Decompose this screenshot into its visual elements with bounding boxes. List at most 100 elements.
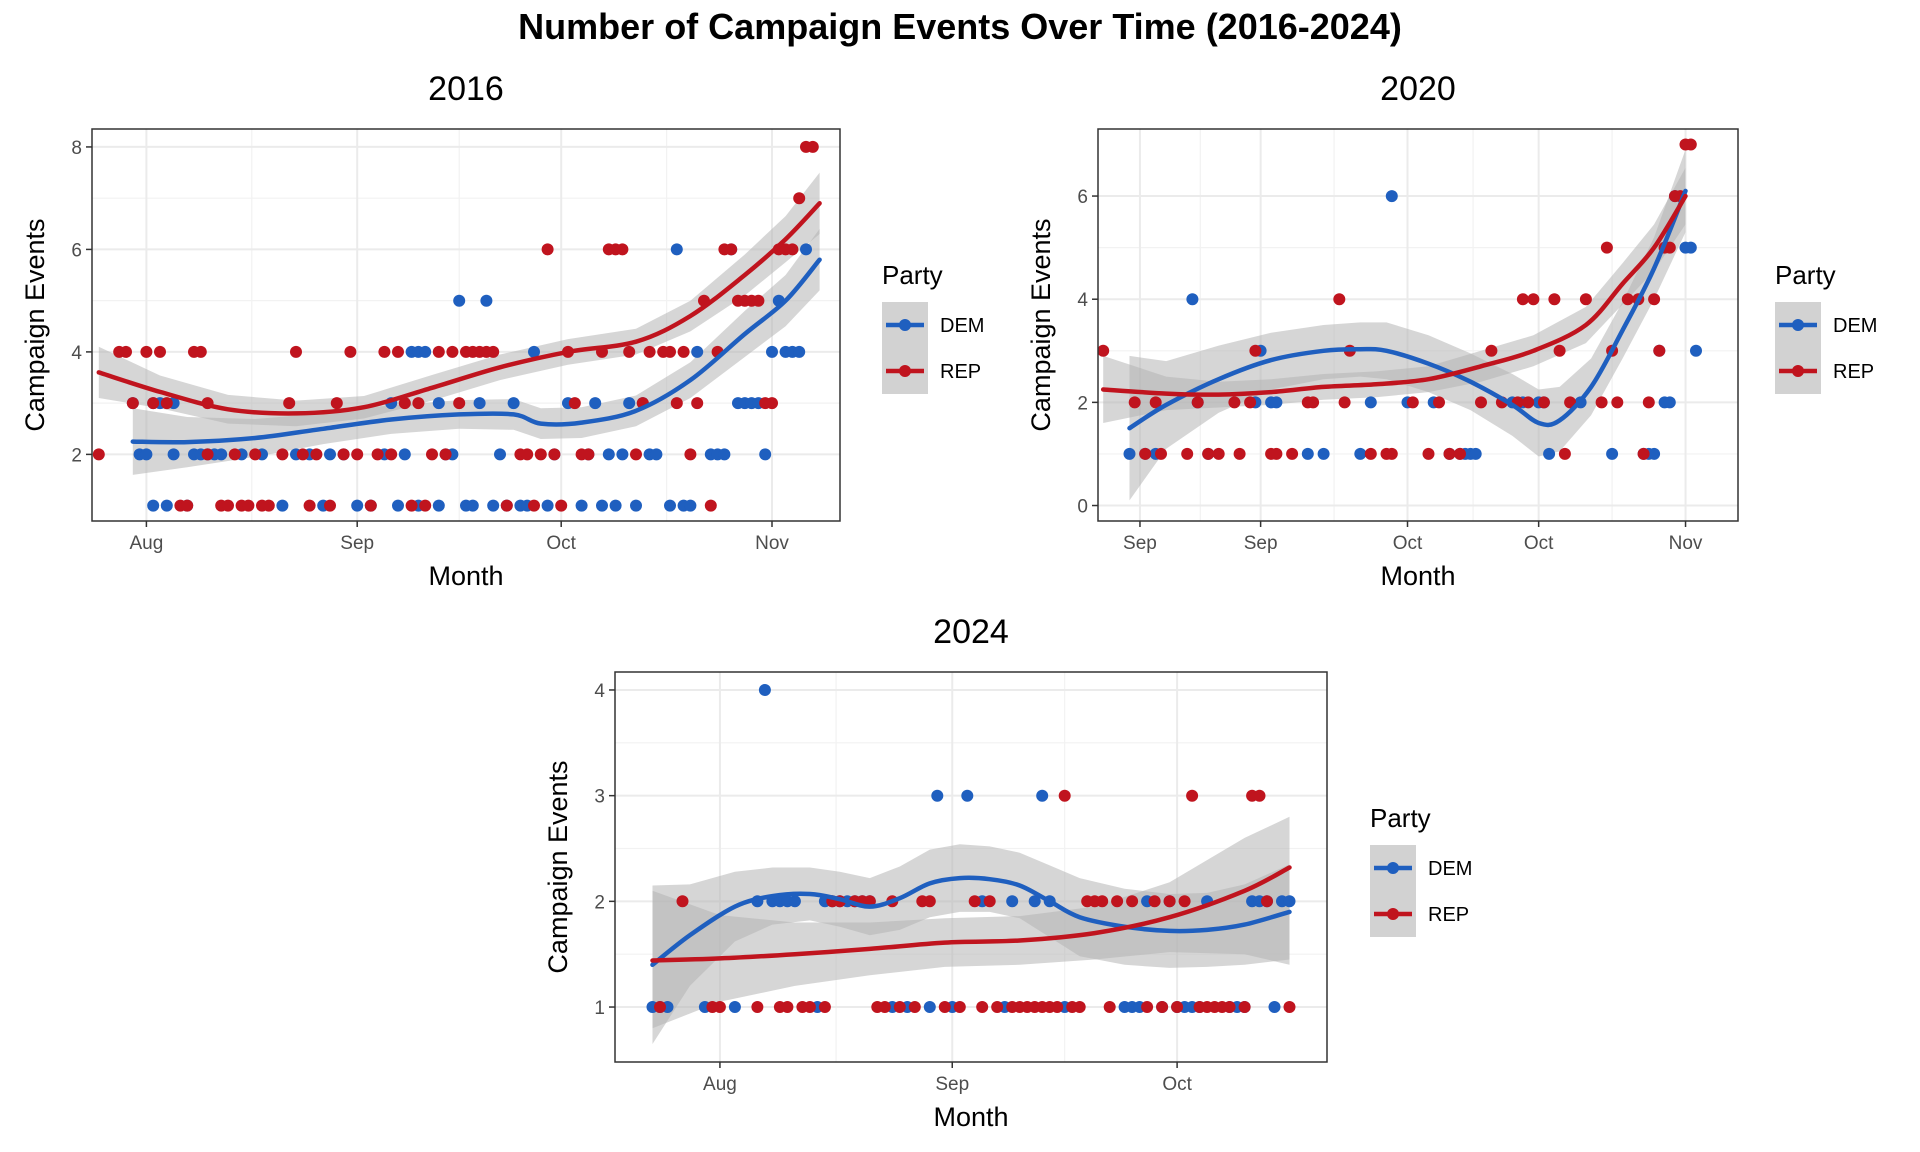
point-REP xyxy=(1233,447,1246,460)
point-REP xyxy=(528,499,540,512)
point-DEM xyxy=(1268,1001,1281,1013)
point-REP xyxy=(351,448,364,461)
point-REP xyxy=(276,448,289,461)
point-REP xyxy=(500,499,513,512)
point-DEM xyxy=(466,499,479,512)
y-tick-label: 0 xyxy=(1077,497,1088,518)
point-REP xyxy=(1228,396,1241,409)
point-REP xyxy=(781,1001,794,1013)
point-REP xyxy=(1103,1001,1116,1013)
point-REP xyxy=(1244,396,1257,409)
point-DEM xyxy=(623,397,636,410)
x-axis-title: Month xyxy=(933,1102,1008,1132)
point-REP xyxy=(140,345,153,358)
legend-label-REP: REP xyxy=(1833,361,1874,383)
point-REP xyxy=(1139,447,1152,460)
point-DEM xyxy=(140,448,153,461)
point-REP xyxy=(1433,396,1445,409)
point-REP xyxy=(630,448,642,461)
point-DEM xyxy=(1186,293,1199,306)
x-tick-label: Sep xyxy=(1244,533,1278,554)
point-DEM xyxy=(1663,396,1676,409)
point-REP xyxy=(582,448,595,461)
point-REP xyxy=(1385,447,1398,460)
confidence-band-DEM xyxy=(132,228,820,475)
point-DEM xyxy=(487,499,500,512)
smooth-line-DEM xyxy=(130,257,822,445)
y-tick-label: 3 xyxy=(594,787,605,808)
point-REP xyxy=(1548,293,1561,306)
point-DEM xyxy=(758,684,771,696)
x-tick-label: Sep xyxy=(935,1074,969,1095)
plot-area xyxy=(646,684,1296,1044)
x-tick-label: Aug xyxy=(703,1074,737,1095)
panel-border xyxy=(614,671,1328,1063)
point-REP xyxy=(1223,1001,1236,1013)
point-REP xyxy=(419,499,432,512)
point-REP xyxy=(439,448,452,461)
x-tick-label: Nov xyxy=(755,533,789,554)
point-DEM xyxy=(147,499,160,512)
point-REP xyxy=(1684,138,1697,151)
point-REP xyxy=(616,243,629,256)
smooth-line-DEM xyxy=(1127,188,1688,431)
point-DEM xyxy=(664,499,676,512)
point-REP xyxy=(242,499,255,512)
point-REP xyxy=(1364,447,1377,460)
point-DEM xyxy=(616,448,629,461)
point-REP xyxy=(1516,293,1529,306)
point-DEM xyxy=(1364,396,1377,409)
point-DEM xyxy=(759,448,772,461)
point-DEM xyxy=(691,345,704,358)
point-REP xyxy=(803,1001,816,1013)
point-REP xyxy=(938,1001,951,1013)
point-REP xyxy=(1663,241,1676,254)
point-REP xyxy=(194,345,207,358)
point-REP xyxy=(983,895,996,908)
point-REP xyxy=(725,243,738,256)
point-REP xyxy=(1126,895,1139,908)
point-REP xyxy=(426,448,438,461)
x-tick-label: Sep xyxy=(340,533,374,554)
point-DEM xyxy=(1270,396,1283,409)
panel-2016: 2 4 6 8 Aug Sep Oct Nov Month Campaign Events 2016… xyxy=(20,70,984,591)
point-REP xyxy=(991,1001,1004,1013)
y-tick-label: 6 xyxy=(71,240,82,261)
point-REP xyxy=(751,1001,764,1013)
point-REP xyxy=(893,1001,906,1013)
x-tick-label: Oct xyxy=(1524,533,1554,554)
point-REP xyxy=(1642,396,1655,409)
point-REP xyxy=(521,448,534,461)
point-REP xyxy=(412,397,425,410)
point-DEM xyxy=(1123,447,1136,460)
point-DEM xyxy=(528,345,540,358)
legend: Party DEM REP xyxy=(1370,803,1472,937)
panel-border xyxy=(91,128,841,522)
point-REP xyxy=(201,448,214,461)
point-DEM xyxy=(684,499,697,512)
point-REP xyxy=(664,345,676,358)
point-REP xyxy=(1579,293,1592,306)
point-DEM xyxy=(1684,241,1697,254)
point-REP xyxy=(1148,895,1161,908)
point-REP xyxy=(120,345,132,358)
point-REP xyxy=(1600,241,1613,254)
point-REP xyxy=(1595,396,1608,409)
point-DEM xyxy=(453,294,466,307)
plot-background xyxy=(1098,129,1738,521)
panel-title: 2020 xyxy=(1380,70,1456,108)
point-REP xyxy=(283,397,296,410)
y-tick-label: 4 xyxy=(71,343,82,364)
point-REP xyxy=(713,1001,726,1013)
point-REP xyxy=(1406,396,1419,409)
point-REP xyxy=(160,397,173,410)
point-DEM xyxy=(324,448,336,461)
point-REP xyxy=(1155,447,1167,460)
panel-border xyxy=(1097,128,1739,522)
point-REP xyxy=(303,499,316,512)
point-DEM xyxy=(432,499,445,512)
point-REP xyxy=(1270,447,1283,460)
point-DEM xyxy=(432,397,445,410)
point-REP xyxy=(1058,789,1071,802)
point-REP xyxy=(1443,447,1456,460)
